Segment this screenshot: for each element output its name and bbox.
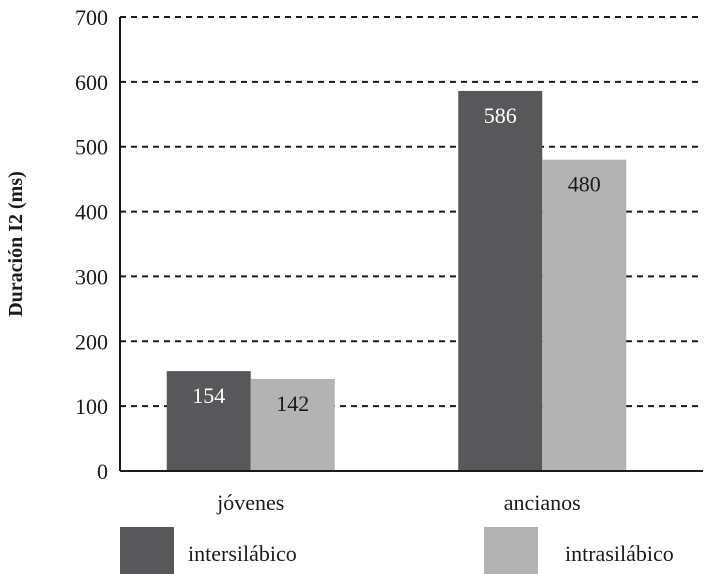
y-tick-label: 600 <box>75 70 108 95</box>
data-label: 586 <box>484 103 517 128</box>
bar <box>250 378 335 471</box>
legend-swatch <box>120 527 174 574</box>
y-tick-label: 700 <box>75 5 108 30</box>
data-label: 154 <box>192 383 225 408</box>
bar <box>166 371 251 471</box>
legend-label: intrasilábico <box>565 541 674 566</box>
bar <box>542 159 627 471</box>
y-tick-label: 300 <box>75 264 108 289</box>
legend-swatch <box>484 527 538 574</box>
data-label: 142 <box>276 391 309 416</box>
y-tick-label: 0 <box>97 459 108 484</box>
y-tick-label: 200 <box>75 329 108 354</box>
category-label: jóvenes <box>216 490 284 515</box>
bars: 154 142 586 480 <box>166 90 627 472</box>
legend-label: intersilábico <box>188 541 297 566</box>
bar <box>458 90 543 472</box>
axes <box>119 17 703 472</box>
legend: intersilábico intrasilábico <box>120 527 674 574</box>
y-tick-label: 400 <box>75 200 108 225</box>
category-label: ancianos <box>504 490 581 515</box>
y-axis-label: Duración I2 (ms) <box>5 171 27 317</box>
y-tick-label: 500 <box>75 135 108 160</box>
y-tick-labels: 0 100 200 300 400 500 600 700 <box>75 5 108 484</box>
y-tick-label: 100 <box>75 394 108 419</box>
data-label: 480 <box>568 172 601 197</box>
category-labels: jóvenes ancianos <box>216 490 581 515</box>
